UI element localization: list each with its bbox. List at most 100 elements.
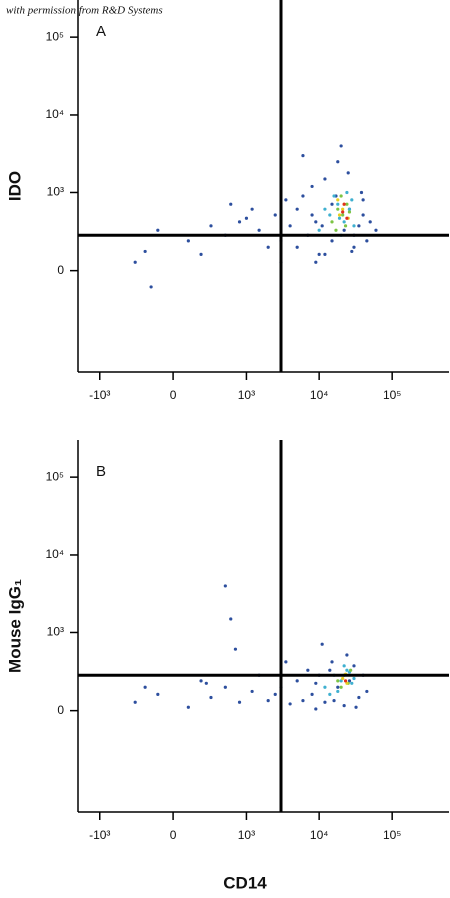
event-dot [336, 679, 340, 683]
event-dot [288, 224, 292, 228]
event-dot [341, 676, 345, 681]
event-dot [345, 202, 349, 206]
event-dot [204, 681, 208, 685]
event-dot [209, 224, 213, 228]
event-dot [345, 216, 349, 220]
event-dot [357, 695, 361, 700]
event-dot [273, 692, 277, 696]
event-dot [233, 647, 238, 651]
y-tick-label: 10³ [47, 185, 64, 199]
event-dot [323, 252, 327, 256]
event-dot [352, 245, 356, 249]
event-dot [350, 249, 354, 254]
event-dot [295, 207, 299, 211]
event-dot [156, 228, 160, 232]
event-dot [330, 239, 334, 243]
event-dot [330, 202, 334, 206]
event-dot [330, 220, 334, 224]
event-dot [314, 681, 318, 685]
event-dot [339, 685, 343, 689]
event-dot [317, 228, 321, 232]
event-dot [328, 213, 332, 217]
x-tick-label: 10⁵ [383, 388, 401, 402]
event-dot [266, 245, 270, 249]
event-dot [345, 653, 349, 657]
event-dot [343, 224, 348, 228]
y-tick-label: 10⁴ [45, 107, 64, 121]
event-dot [336, 685, 340, 689]
event-dot [266, 699, 270, 703]
event-dot [273, 213, 277, 217]
event-dot [328, 692, 332, 696]
event-dot [347, 679, 352, 683]
event-dot [320, 642, 324, 646]
event-dot [323, 207, 327, 211]
event-dot [295, 679, 299, 683]
event-dot [352, 676, 356, 681]
event-dot [354, 705, 358, 709]
event-dot [156, 692, 160, 696]
x-tick-label: 10⁵ [383, 828, 401, 842]
event-dot [143, 685, 147, 689]
event-dot [143, 249, 147, 254]
event-dot [301, 154, 305, 158]
event-dot [323, 685, 327, 689]
event-dot [339, 194, 343, 198]
event-dot [323, 700, 327, 704]
event-dot [317, 252, 321, 256]
event-dot [320, 224, 324, 228]
event-dot [336, 207, 340, 211]
event-dot [310, 184, 314, 189]
event-dot [149, 285, 153, 289]
event-dot [337, 213, 342, 217]
event-dot [349, 668, 353, 672]
event-dot [328, 668, 332, 672]
event-dot [199, 252, 203, 256]
x-tick-label: 10³ [238, 828, 255, 842]
event-dot [345, 190, 349, 195]
event-dot [284, 198, 288, 202]
event-dot [359, 190, 364, 195]
event-dot [346, 171, 350, 175]
x-tick-label: 10⁴ [310, 828, 329, 842]
event-dot [250, 689, 254, 694]
event-dot [368, 220, 372, 224]
event-dot [336, 198, 340, 202]
x-tick-label: -10³ [89, 828, 110, 842]
event-dot [342, 664, 346, 668]
x-tick-label: -10³ [89, 388, 110, 402]
event-dot [133, 260, 137, 264]
event-dot [352, 224, 356, 228]
event-dot [244, 216, 249, 220]
event-dot [342, 228, 346, 232]
event-dot [301, 699, 305, 703]
x-axis-label: CD14 [223, 873, 267, 892]
event-dot [336, 160, 340, 164]
y-tick-label: 10³ [47, 625, 64, 639]
event-dot [306, 668, 310, 672]
event-dot [365, 689, 369, 694]
event-dot [330, 660, 334, 664]
event-dot [229, 202, 233, 206]
y-tick-label: 0 [57, 263, 64, 277]
event-dot [310, 213, 314, 217]
event-dot [343, 679, 348, 683]
x-tick-label: 0 [170, 828, 177, 842]
event-dot [332, 699, 336, 703]
x-tick-label: 0 [170, 388, 177, 402]
event-dot [337, 216, 342, 220]
event-dot [223, 685, 227, 689]
event-dot [288, 702, 292, 706]
event-dot [314, 220, 318, 224]
event-dot [237, 220, 242, 224]
event-dot [352, 664, 356, 668]
event-dot [223, 584, 227, 588]
y-tick-label: 10⁴ [45, 547, 64, 561]
event-dot [365, 239, 369, 243]
event-dot [357, 224, 361, 228]
event-dot [341, 207, 345, 211]
event-dot [336, 689, 340, 694]
event-dot [323, 177, 327, 181]
